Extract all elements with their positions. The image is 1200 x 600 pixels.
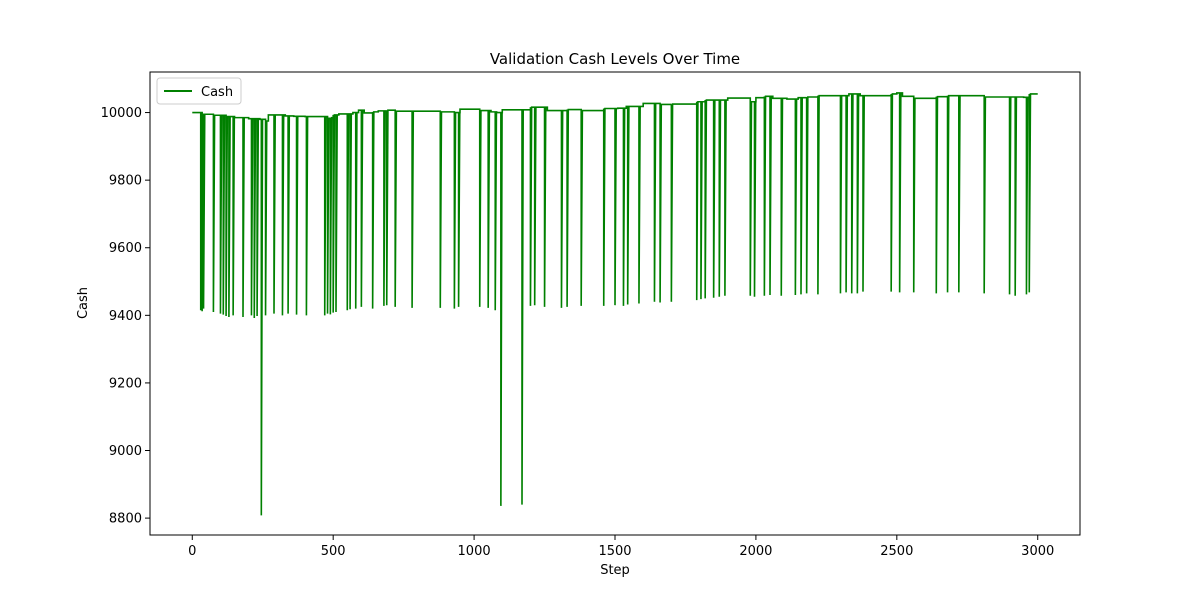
y-tick-label: 9400 (109, 309, 142, 324)
chart-title: Validation Cash Levels Over Time (490, 50, 740, 68)
legend-box (156, 77, 242, 105)
legend-label-cash: Cash (201, 85, 233, 100)
x-axis-label: Step (600, 563, 630, 578)
y-tick-label: 9800 (109, 174, 142, 189)
y-tick-label: 9600 (109, 241, 142, 256)
x-tick-label: 2000 (739, 544, 772, 559)
legend: Cash (156, 77, 242, 105)
x-tick-label: 2500 (880, 544, 913, 559)
y-axis-label: Cash (76, 287, 91, 319)
series-layer (192, 92, 1038, 516)
x-tick-label: 3000 (1021, 544, 1054, 559)
x-tick-label: 1500 (598, 544, 631, 559)
y-axis: 8800 9000 9200 9400 9600 9800 10000 (101, 106, 150, 527)
x-tick-label: 500 (321, 544, 346, 559)
y-tick-label: 9200 (109, 376, 142, 391)
x-tick-label: 1000 (458, 544, 491, 559)
y-tick-label: 10000 (101, 106, 142, 121)
series-line-cash (192, 92, 1038, 516)
y-tick-label: 9000 (109, 444, 142, 459)
x-tick-label: 0 (188, 544, 196, 559)
y-tick-label: 8800 (109, 512, 142, 527)
x-axis: 0 500 1000 1500 2000 2500 3000 (188, 535, 1054, 559)
